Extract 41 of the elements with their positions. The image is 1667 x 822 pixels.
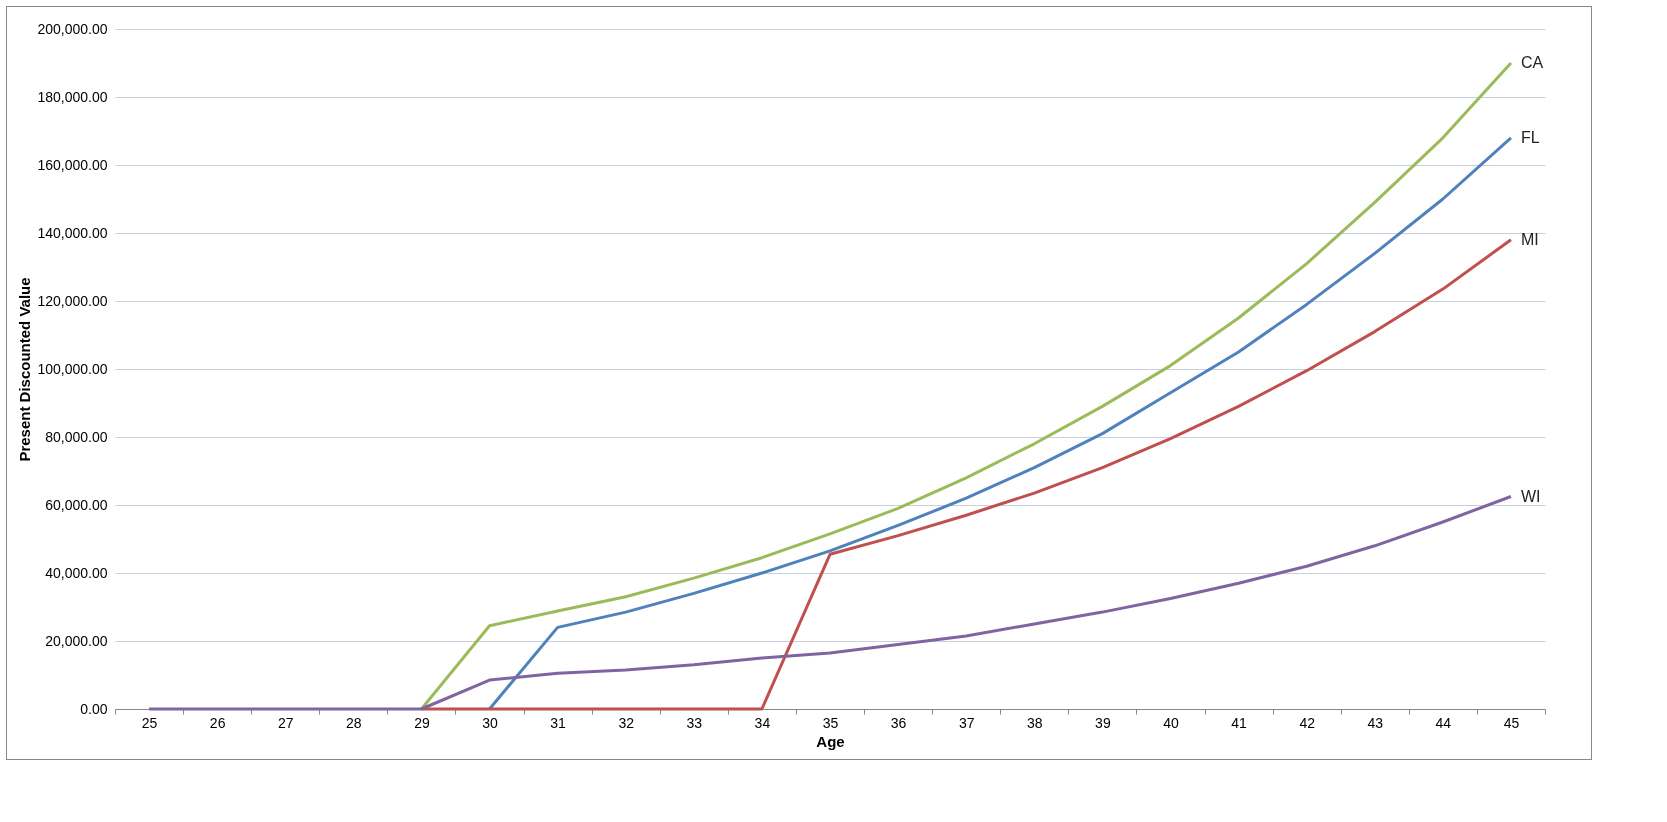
line-series <box>419 238 1513 711</box>
x-tick-label: 28 <box>346 714 362 731</box>
series-label: MI <box>1520 230 1539 248</box>
x-tick-label: 33 <box>686 714 703 731</box>
x-tick-label: 44 <box>1435 714 1452 731</box>
x-tick-label: 39 <box>1095 714 1111 731</box>
x-tick-label: 42 <box>1299 714 1316 731</box>
series-label: CA <box>1520 54 1544 71</box>
x-tick-label: 27 <box>277 714 294 731</box>
y-axis-title: Present Discounted Value <box>16 277 34 462</box>
x-tick-label: 40 <box>1163 714 1179 731</box>
y-tick-label: 100,000.00 <box>37 360 108 377</box>
x-tick-label: 36 <box>890 714 907 731</box>
x-tick-label: 38 <box>1027 714 1043 731</box>
y-tick-label: 160,000.00 <box>37 156 108 173</box>
y-tick-label: 140,000.00 <box>37 224 108 241</box>
y-tick-label: 80,000.00 <box>45 428 108 445</box>
series-label: FL <box>1520 128 1540 146</box>
y-tick-label: 180,000.00 <box>37 88 108 105</box>
x-tick-label: 25 <box>141 714 158 731</box>
x-tick-label: 30 <box>482 714 499 731</box>
x-tick-label: 35 <box>822 714 839 731</box>
y-tick-label: 40,000.00 <box>45 564 108 581</box>
x-tick-label: 37 <box>958 714 975 731</box>
x-tick-label: 34 <box>754 714 771 731</box>
line-series <box>147 495 1513 711</box>
x-tick-label: 41 <box>1231 714 1248 731</box>
x-tick-label: 32 <box>618 714 635 731</box>
line-series <box>488 136 1513 711</box>
x-tick-label: 45 <box>1503 714 1520 731</box>
y-tick-label: 60,000.00 <box>45 496 108 513</box>
y-tick-label: 200,000.00 <box>37 20 108 37</box>
series-label: WI <box>1520 487 1541 505</box>
y-tick-label: 120,000.00 <box>37 292 108 309</box>
x-tick-label: 26 <box>209 714 226 731</box>
x-axis-title: Age <box>816 732 845 750</box>
x-tick-label: 31 <box>550 714 567 731</box>
x-tick-label: 43 <box>1367 714 1384 731</box>
y-tick-label: 20,000.00 <box>45 632 108 649</box>
x-tick-label: 29 <box>414 714 430 731</box>
y-tick-label: 0.00 <box>80 700 108 717</box>
